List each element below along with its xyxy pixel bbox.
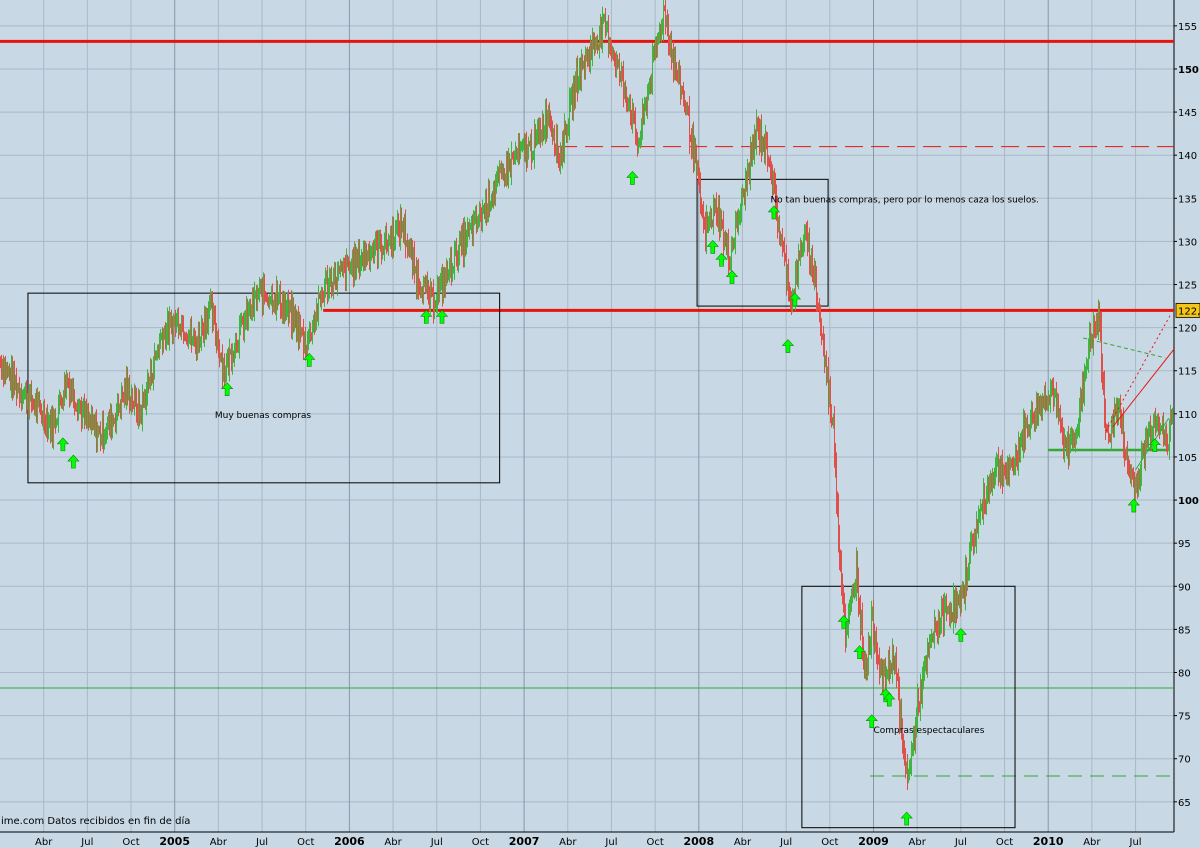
x-tick-label: Jul [954, 837, 967, 848]
x-tick-label: Oct [821, 837, 838, 848]
x-tick-label: Oct [646, 837, 663, 848]
x-tick-label: Oct [297, 837, 314, 848]
x-tick-label: Abr [734, 837, 752, 848]
y-tick-label: 130 [1178, 237, 1197, 248]
x-tick-label: Oct [122, 837, 139, 848]
x-tick-label: Abr [1083, 837, 1101, 848]
y-tick-label: 80 [1178, 668, 1191, 679]
y-tick-label: 105 [1178, 453, 1197, 464]
x-tick-label: Jul [1129, 837, 1142, 848]
x-tick-label: 2008 [683, 835, 714, 848]
x-tick-label: 2009 [858, 835, 889, 848]
y-tick-label: 70 [1178, 755, 1191, 766]
annotation-label: Compras espectaculares [874, 726, 985, 736]
y-tick-label: 145 [1178, 108, 1197, 119]
y-tick-label: 150 [1178, 65, 1199, 76]
x-tick-label: Abr [559, 837, 577, 848]
y-tick-label: 100 [1178, 496, 1199, 507]
x-tick-label: 2006 [334, 835, 365, 848]
x-tick-label: Jul [430, 837, 443, 848]
last-price-label: 122, [1178, 306, 1200, 317]
annotation-label: Muy buenas compras [215, 411, 312, 421]
y-tick-label: 110 [1178, 410, 1197, 421]
data-source-note: ime.com Datos recibidos en fin de día [1, 816, 190, 827]
x-tick-label: Jul [604, 837, 617, 848]
x-tick-label: Abr [35, 837, 53, 848]
y-tick-label: 90 [1178, 582, 1191, 593]
y-tick-label: 140 [1178, 151, 1197, 162]
x-tick-label: 2007 [509, 835, 540, 848]
y-tick-label: 115 [1178, 367, 1197, 378]
x-tick-label: Abr [210, 837, 228, 848]
y-tick-label: 125 [1178, 281, 1197, 292]
annotation-label: No tan buenas compras, pero por lo menos… [770, 196, 1038, 206]
y-tick-label: 65 [1178, 798, 1191, 809]
y-tick-label: 135 [1178, 194, 1197, 205]
x-tick-label: Abr [384, 837, 402, 848]
x-tick-label: Oct [472, 837, 489, 848]
y-tick-label: 85 [1178, 625, 1191, 636]
x-tick-label: Abr [909, 837, 927, 848]
x-tick-label: Jul [80, 837, 93, 848]
y-tick-label: 120 [1178, 324, 1197, 335]
y-tick-label: 95 [1178, 539, 1191, 550]
x-tick-label: 2010 [1033, 835, 1064, 848]
y-tick-label: 75 [1178, 712, 1191, 723]
x-tick-label: Jul [779, 837, 792, 848]
x-tick-label: Jul [255, 837, 268, 848]
x-tick-label: 2005 [159, 835, 190, 848]
x-tick-label: Oct [996, 837, 1013, 848]
y-tick-label: 155 [1178, 22, 1197, 33]
